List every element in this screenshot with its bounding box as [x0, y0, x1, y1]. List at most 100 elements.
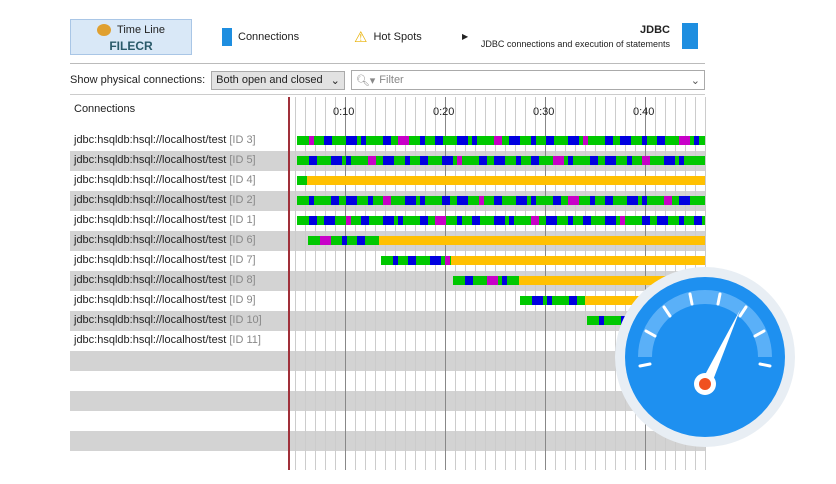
table-row[interactable]: jdbc:hsqldb:hsql://localhost/test [ID 4] [70, 171, 705, 191]
statement-segment[interactable] [368, 196, 373, 205]
statement-segment[interactable] [472, 216, 480, 225]
statement-segment[interactable] [583, 136, 588, 145]
statement-segment[interactable] [342, 236, 347, 245]
statement-segment[interactable] [435, 216, 446, 225]
statement-segment[interactable] [502, 276, 507, 285]
statement-segment[interactable] [346, 216, 351, 225]
statement-segment[interactable] [546, 216, 557, 225]
statement-segment[interactable] [445, 256, 450, 265]
statement-segment[interactable] [516, 196, 527, 205]
statement-segment[interactable] [568, 156, 573, 165]
statement-segment[interactable] [346, 196, 357, 205]
statement-segment[interactable] [694, 216, 702, 225]
filter-input[interactable]: 🔍︎▾ Filter ⌄ [350, 70, 705, 90]
idle-segment[interactable] [307, 176, 705, 185]
tab-connections[interactable]: Connections [222, 19, 299, 55]
more-tabs-arrow-icon[interactable]: ▶ [462, 32, 469, 41]
statement-segment[interactable] [324, 216, 335, 225]
statement-segment[interactable] [472, 136, 477, 145]
statement-segment[interactable] [531, 156, 539, 165]
statement-segment[interactable] [420, 216, 428, 225]
statement-segment[interactable] [479, 156, 487, 165]
table-row[interactable] [70, 431, 705, 451]
statement-segment[interactable] [309, 216, 317, 225]
statement-segment[interactable] [494, 196, 502, 205]
active-segment[interactable] [587, 316, 645, 325]
statement-segment[interactable] [568, 196, 579, 205]
statement-segment[interactable] [324, 136, 332, 145]
active-segment[interactable] [381, 256, 451, 265]
table-row[interactable]: jdbc:hsqldb:hsql://localhost/test [ID 7] [70, 251, 705, 271]
table-row[interactable]: jdbc:hsqldb:hsql://localhost/test [ID 1] [70, 211, 705, 231]
statement-segment[interactable] [309, 156, 317, 165]
chevron-down-icon[interactable]: ⌄ [690, 74, 700, 87]
statement-segment[interactable] [627, 196, 638, 205]
statement-segment[interactable] [435, 136, 443, 145]
active-segment[interactable] [520, 296, 585, 305]
statement-segment[interactable] [657, 216, 668, 225]
statement-segment[interactable] [642, 156, 650, 165]
statement-segment[interactable] [405, 196, 416, 205]
statement-segment[interactable] [679, 216, 684, 225]
statement-segment[interactable] [383, 216, 394, 225]
statement-segment[interactable] [320, 236, 331, 245]
time-marker[interactable] [288, 97, 290, 470]
statement-segment[interactable] [531, 196, 536, 205]
statement-segment[interactable] [398, 136, 409, 145]
table-row[interactable]: jdbc:hsqldb:hsql://localhost/test [ID 3] [70, 131, 705, 151]
statement-segment[interactable] [605, 156, 616, 165]
statement-segment[interactable] [420, 196, 425, 205]
active-segment[interactable] [453, 276, 519, 285]
statement-segment[interactable] [457, 136, 468, 145]
statement-segment[interactable] [383, 136, 391, 145]
statement-segment[interactable] [420, 156, 428, 165]
statement-segment[interactable] [531, 216, 539, 225]
statement-segment[interactable] [494, 136, 502, 145]
statement-segment[interactable] [309, 196, 314, 205]
statement-segment[interactable] [583, 216, 591, 225]
statement-segment[interactable] [361, 136, 366, 145]
table-row[interactable] [70, 351, 705, 371]
statement-segment[interactable] [430, 256, 441, 265]
statement-segment[interactable] [679, 196, 690, 205]
statement-segment[interactable] [457, 156, 462, 165]
statement-segment[interactable] [346, 156, 351, 165]
statement-segment[interactable] [657, 136, 665, 145]
statement-segment[interactable] [509, 216, 514, 225]
idle-segment[interactable] [379, 236, 705, 245]
statement-segment[interactable] [642, 216, 650, 225]
statement-segment[interactable] [620, 216, 625, 225]
statement-segment[interactable] [694, 136, 699, 145]
table-row[interactable]: jdbc:hsqldb:hsql://localhost/test [ID 9] [70, 291, 705, 311]
statement-segment[interactable] [620, 136, 631, 145]
statement-segment[interactable] [509, 136, 520, 145]
statement-segment[interactable] [546, 136, 554, 145]
statement-segment[interactable] [664, 156, 675, 165]
statement-segment[interactable] [590, 156, 598, 165]
statement-segment[interactable] [361, 216, 369, 225]
idle-segment[interactable] [519, 276, 705, 285]
tab-timeline[interactable]: Time Line FILECR [70, 19, 192, 55]
statement-segment[interactable] [383, 196, 391, 205]
statement-segment[interactable] [442, 196, 450, 205]
statement-segment[interactable] [642, 136, 647, 145]
statement-segment[interactable] [331, 156, 342, 165]
statement-segment[interactable] [487, 276, 498, 285]
table-row[interactable] [70, 371, 705, 391]
show-connections-select[interactable]: Both open and closed ⌄ [211, 70, 345, 90]
table-row[interactable] [70, 411, 705, 431]
statement-segment[interactable] [599, 316, 604, 325]
tab-hot-spots[interactable]: ⚠ Hot Spots [354, 19, 422, 55]
idle-segment[interactable] [451, 256, 705, 265]
statement-segment[interactable] [568, 216, 573, 225]
statement-segment[interactable] [405, 156, 410, 165]
statement-segment[interactable] [605, 196, 613, 205]
statement-segment[interactable] [679, 156, 684, 165]
statement-segment[interactable] [627, 156, 632, 165]
statement-segment[interactable] [393, 256, 398, 265]
statement-segment[interactable] [553, 156, 564, 165]
statement-segment[interactable] [568, 136, 579, 145]
statement-segment[interactable] [547, 296, 552, 305]
statement-segment[interactable] [605, 216, 616, 225]
statement-segment[interactable] [494, 156, 505, 165]
